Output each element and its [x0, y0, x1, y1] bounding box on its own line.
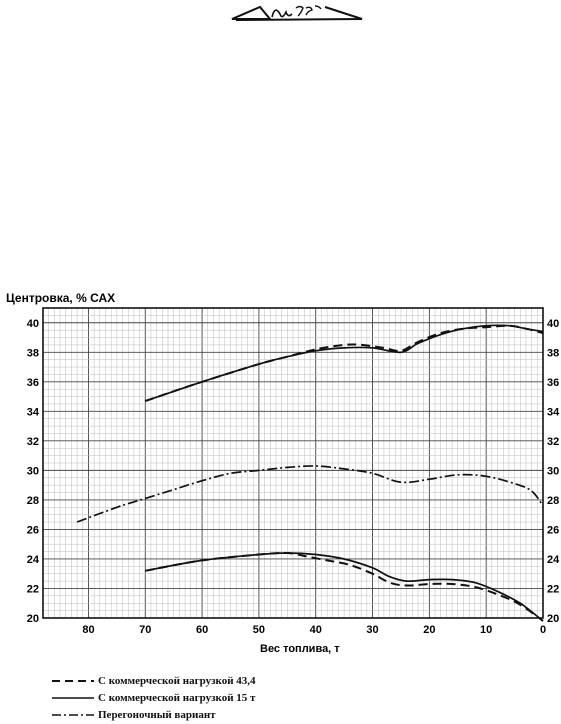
y-tick-label-right: 38 — [547, 347, 559, 359]
y-tick-label-left: 32 — [27, 436, 39, 448]
y-tick-label-left: 40 — [27, 318, 39, 330]
x-tick-label: 40 — [310, 624, 322, 636]
x-tick-label: 80 — [82, 624, 94, 636]
legend-label: С коммерческой нагрузкой 15 т — [98, 691, 256, 704]
legend-label: С коммерческой нагрузкой 43,4 — [98, 674, 256, 687]
x-tick-label: 0 — [540, 624, 546, 636]
x-tick-label: 20 — [423, 624, 435, 636]
y-tick-label-left: 30 — [27, 465, 39, 477]
legend-item: Перегоночный вариант — [50, 706, 450, 723]
ticks: 20 20 22 22 24 24 26 26 28 28 30 30 32 32 34 34 36 36 38 38… — [27, 318, 560, 636]
series-line-dashed-1 — [144, 324, 544, 402]
legend-item: С коммерческой нагрузкой 15 т — [50, 689, 450, 706]
x-tick-label: 70 — [139, 624, 151, 636]
y-tick-label-right: 22 — [547, 583, 559, 595]
y-tick-label-right: 28 — [547, 495, 559, 507]
legend-swatch-dash-dot — [52, 713, 94, 716]
y-tick-label-left: 20 — [27, 613, 39, 625]
series-line-solid-1 — [145, 324, 544, 402]
y-tick-label-right: 32 — [547, 436, 559, 448]
x-tick-label: 50 — [253, 624, 265, 636]
y-tick-label-right: 30 — [547, 465, 559, 477]
y-tick-label-left: 38 — [27, 347, 39, 359]
x-tick-label: 30 — [366, 624, 378, 636]
x-tick-label: 10 — [480, 624, 492, 636]
y-tick-label-right: 40 — [547, 318, 559, 330]
y-tick-label-right: 34 — [547, 406, 560, 418]
series-lines — [76, 324, 544, 622]
y-tick-label-right: 24 — [547, 554, 560, 566]
plot-frame — [42, 307, 544, 619]
legend-swatch-dashed — [52, 679, 94, 682]
y-axis-label: Центровка, % САХ — [6, 291, 115, 305]
y-tick-label-left: 24 — [27, 554, 40, 566]
legend: С коммерческой нагрузкой 43,4 С коммерче… — [50, 672, 450, 723]
y-tick-label-left: 26 — [27, 524, 39, 536]
x-tick-label: 60 — [196, 624, 208, 636]
y-tick-label-left: 34 — [27, 406, 40, 418]
y-tick-label-left: 22 — [27, 583, 39, 595]
y-tick-label-right: 26 — [547, 524, 559, 536]
y-tick-label-left: 36 — [27, 377, 39, 389]
y-tick-label-right: 36 — [547, 377, 559, 389]
legend-label: Перегоночный вариант — [98, 708, 216, 721]
y-tick-label-right: 20 — [547, 613, 559, 625]
series-line-dash-dot-1 — [76, 465, 544, 523]
x-axis-label: Вес топлива, т — [260, 643, 340, 655]
legend-swatch-solid — [52, 696, 94, 699]
legend-item: С коммерческой нагрузкой 43,4 — [50, 672, 450, 689]
handwritten-stamp — [231, 5, 363, 21]
y-tick-label-left: 28 — [27, 495, 39, 507]
series-line-solid-2 — [145, 552, 544, 622]
